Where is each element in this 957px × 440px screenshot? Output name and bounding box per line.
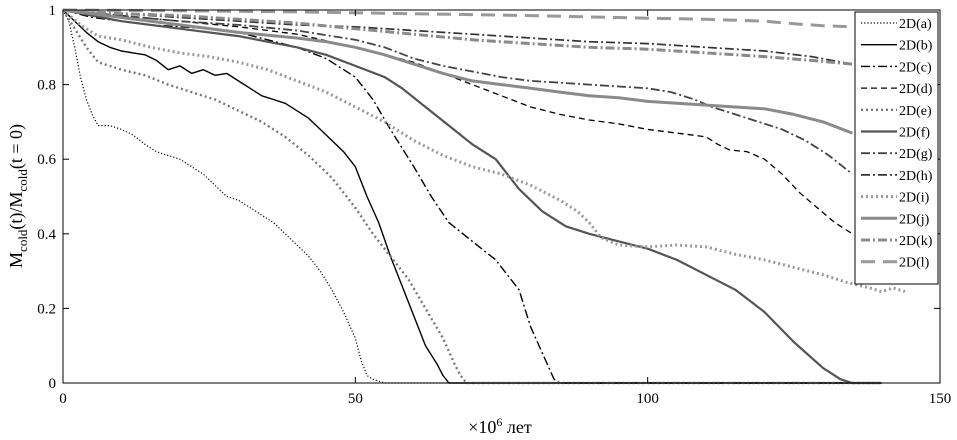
- y-tick-label: 0.2: [37, 301, 56, 317]
- y-axis-label: Mcold(t)/Mcold(t = 0): [6, 124, 30, 268]
- legend-label: 2D(l): [899, 256, 930, 271]
- legend-label: 2D(h): [899, 169, 933, 184]
- legend-label: 2D(b): [899, 39, 933, 54]
- y-tick-label: 1: [49, 3, 57, 19]
- series-line-12: [62, 8, 853, 29]
- plot-frame: [62, 9, 941, 384]
- series-line-1: [62, 9, 882, 384]
- series-line-9: [62, 8, 906, 294]
- x-tick-label: 0: [59, 391, 67, 407]
- y-tick-label: 0.8: [37, 78, 56, 94]
- legend: 2D(a) 2D(b) 2D(c) 2D(d) 2D(e) 2D(f) 2D(g) 2D(h)…: [854, 11, 939, 285]
- series-line-3: [62, 9, 882, 384]
- legend-label: 2D(d): [899, 82, 933, 97]
- y-tick-label: 0.4: [37, 227, 56, 243]
- series-line-8: [62, 9, 853, 65]
- legend-label: 2D(c): [899, 60, 932, 75]
- legend-label: 2D(a): [899, 17, 932, 32]
- x-axis-label: ×106 лет: [468, 415, 532, 437]
- legend-label: 2D(k): [899, 234, 933, 249]
- y-tick-label: 0.6: [37, 152, 56, 168]
- series-line-7: [62, 9, 853, 175]
- x-tick-label: 150: [929, 391, 952, 407]
- legend-label: 2D(f): [899, 126, 930, 141]
- x-tick-label: 50: [348, 391, 363, 407]
- axis-ticks: 0 50 100 150 0 0.2 0.4 0.6 0.8 1: [37, 3, 951, 407]
- series-line-6: [62, 8, 882, 385]
- series-line-2: [62, 9, 882, 384]
- series-line-11: [62, 8, 853, 66]
- series-line-4: [62, 9, 853, 235]
- legend-label: 2D(g): [899, 147, 933, 162]
- y-tick-label: 0: [49, 376, 57, 392]
- series-line-10: [62, 8, 853, 135]
- series-line-5: [61, 9, 882, 385]
- x-tick-label: 100: [636, 391, 659, 407]
- legend-label: 2D(i): [899, 191, 930, 206]
- legend-label: 2D(j): [899, 212, 930, 227]
- legend-label: 2D(e): [899, 104, 932, 119]
- plot-area: [61, 8, 906, 385]
